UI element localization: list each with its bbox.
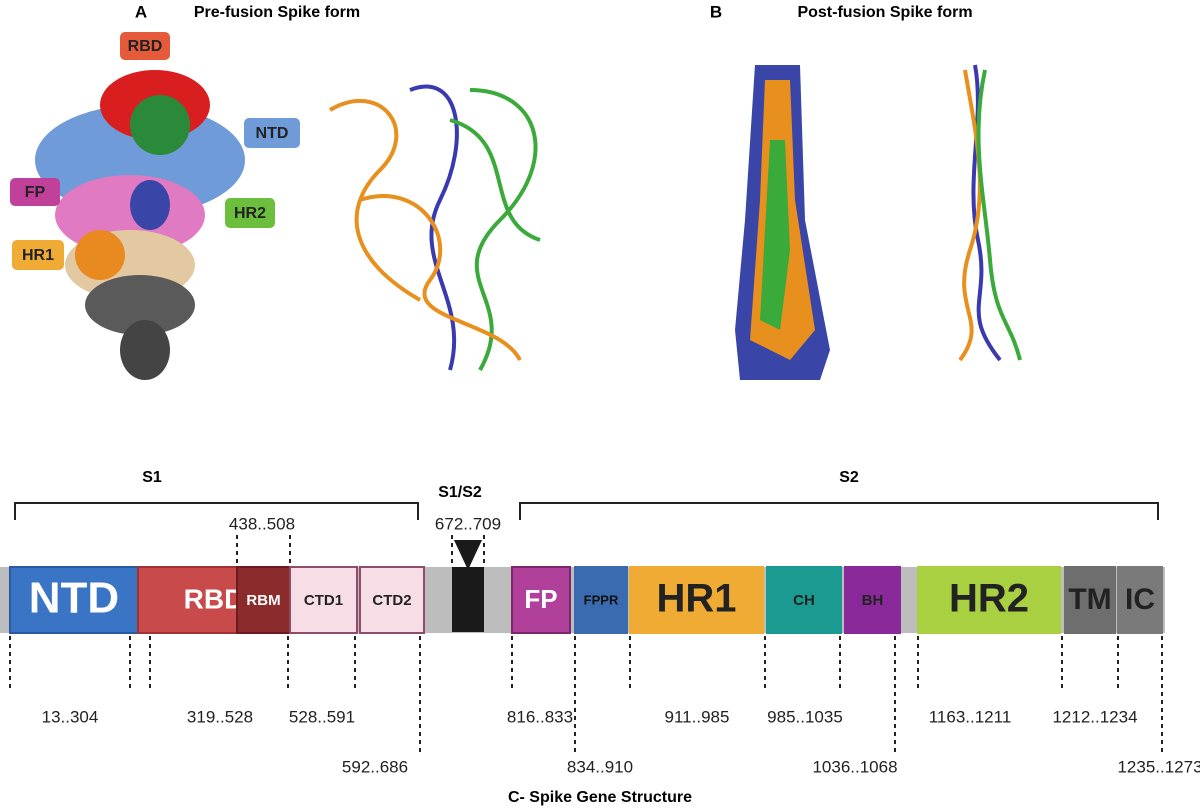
domain-box — [359, 566, 425, 634]
domain-label: CTD2 — [372, 592, 411, 609]
range-label: 1163..1211 — [929, 707, 1012, 726]
label-box — [120, 32, 170, 60]
region-label: S2 — [839, 469, 859, 486]
bracket — [519, 502, 1159, 520]
domain-label: RBM — [246, 592, 280, 609]
range-label: 672..709 — [435, 514, 501, 533]
domain-label: FP — [524, 584, 557, 614]
label-box — [10, 178, 60, 206]
range-label: 1212..1234 — [1052, 707, 1137, 726]
domain-box — [766, 566, 842, 634]
domain-label: HR2 — [949, 577, 1029, 621]
domain-label: RBD — [184, 583, 245, 614]
cleavage-site — [452, 567, 484, 632]
cleavage-arrow — [454, 540, 482, 570]
domain-label: IC — [1125, 583, 1155, 616]
domain-label: NTD — [29, 574, 119, 623]
figure-title: C- Spike Gene Structure — [508, 789, 692, 806]
domain-label: CTD1 — [304, 592, 343, 609]
panel-title: Pre-fusion Spike form — [194, 4, 360, 21]
postfusion-ribbon — [958, 64, 1022, 362]
range-label: 911..985 — [665, 707, 730, 726]
domain-box — [511, 566, 571, 634]
domain-label: CH — [793, 592, 815, 609]
domain-box — [1064, 566, 1116, 634]
bracket — [14, 502, 419, 520]
label-box — [12, 240, 64, 270]
range-label: 985..1035 — [767, 707, 843, 726]
label-box — [225, 198, 275, 228]
range-label: 13..304 — [42, 707, 99, 726]
range-label: 438..508 — [229, 514, 295, 533]
domain-box — [574, 566, 628, 634]
domain-box — [1117, 566, 1163, 634]
postfusion-surface — [735, 65, 830, 380]
structure-label: NTD — [256, 125, 289, 142]
panel-title: Post-fusion Spike form — [797, 4, 972, 21]
label-box — [244, 118, 300, 148]
range-label: 528..591 — [289, 707, 355, 726]
range-label: 319..528 — [187, 707, 253, 726]
range-label: 592..686 — [342, 757, 408, 776]
structure-label: FP — [25, 184, 46, 201]
domain-label: FPPR — [584, 592, 619, 607]
ribbon-model — [328, 84, 541, 371]
structure-label: RBD — [128, 38, 163, 55]
domain-box — [844, 566, 901, 634]
panel-letter: A — [135, 2, 147, 21]
range-label: 1036..1068 — [812, 757, 897, 776]
surface-model — [35, 70, 245, 380]
structure-label: HR2 — [234, 205, 266, 222]
range-label: 816..833 — [507, 707, 573, 726]
structure-label: HR1 — [22, 247, 54, 264]
domain-box — [629, 566, 764, 634]
domain-label: BH — [862, 592, 884, 609]
domain-label: HR1 — [656, 577, 736, 621]
region-label: S1 — [142, 469, 162, 486]
range-label: 1235..1273 — [1117, 757, 1200, 776]
domain-box — [917, 566, 1061, 634]
region-label: S1/S2 — [438, 484, 482, 501]
domain-box — [289, 566, 358, 634]
range-label: 834..910 — [567, 757, 633, 776]
domain-label: TM — [1068, 583, 1111, 616]
domains: NTD 13..304 RBD 319..528 RBM CTD1 528..591 CTD2… — [9, 566, 1200, 776]
domain-box — [236, 566, 291, 634]
panel-letter: B — [710, 2, 722, 21]
